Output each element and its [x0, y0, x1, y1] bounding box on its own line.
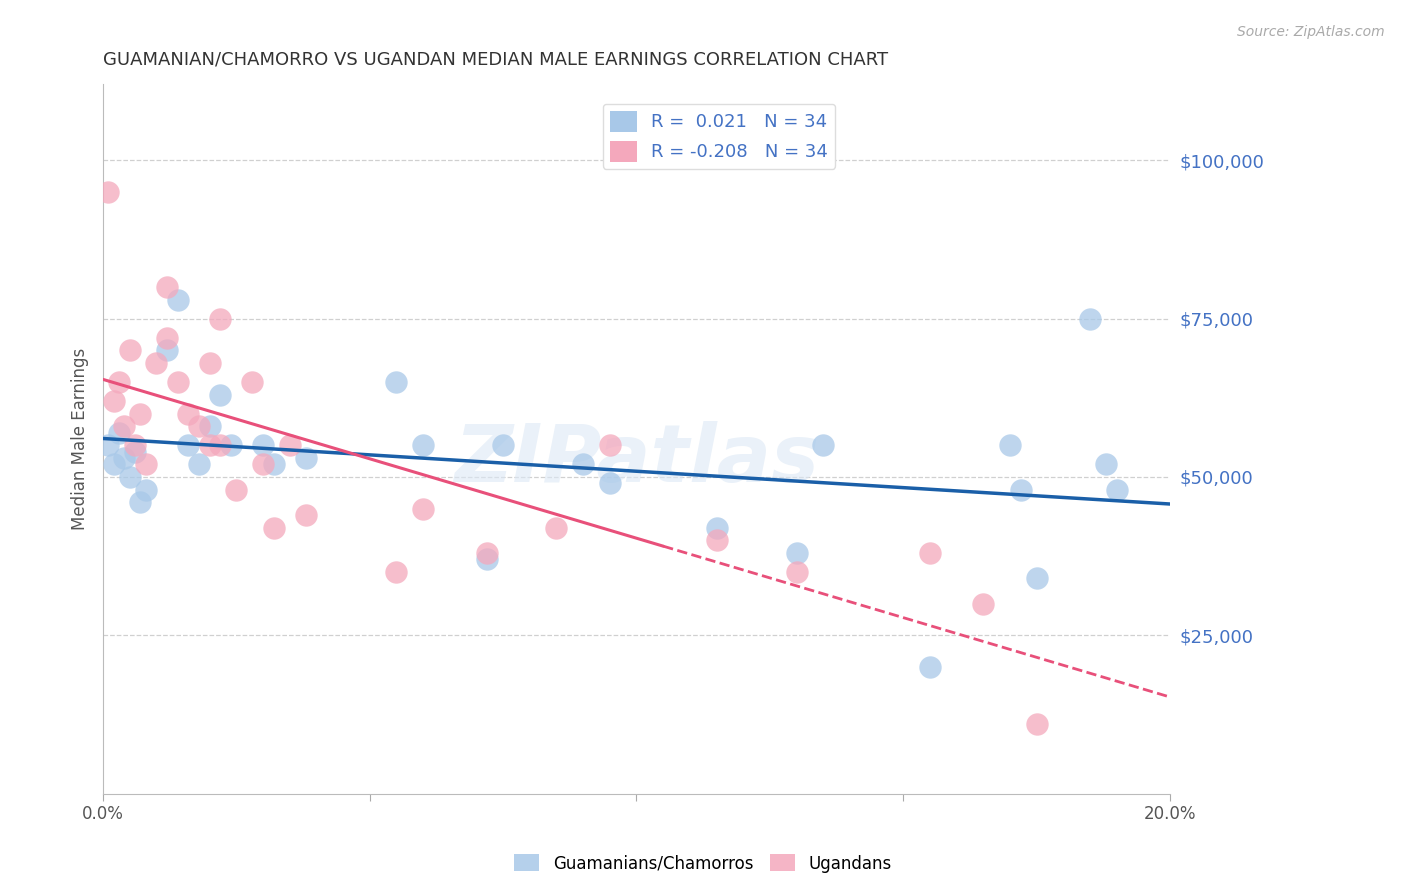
Point	[135, 483, 157, 497]
Point	[198, 419, 221, 434]
Point	[972, 597, 994, 611]
Point	[156, 330, 179, 344]
Point	[998, 438, 1021, 452]
Point	[166, 375, 188, 389]
Point	[177, 438, 200, 452]
Point	[492, 438, 515, 452]
Point	[177, 407, 200, 421]
Point	[156, 280, 179, 294]
Text: ZIPatlas: ZIPatlas	[454, 421, 820, 500]
Legend: Guamanians/Chamorros, Ugandans: Guamanians/Chamorros, Ugandans	[508, 847, 898, 880]
Point	[1105, 483, 1128, 497]
Point	[1025, 717, 1047, 731]
Point	[129, 495, 152, 509]
Point	[412, 501, 434, 516]
Text: GUAMANIAN/CHAMORRO VS UGANDAN MEDIAN MALE EARNINGS CORRELATION CHART: GUAMANIAN/CHAMORRO VS UGANDAN MEDIAN MAL…	[103, 51, 889, 69]
Point	[198, 438, 221, 452]
Point	[97, 438, 120, 452]
Point	[786, 565, 808, 579]
Legend: R =  0.021   N = 34, R = -0.208   N = 34: R = 0.021 N = 34, R = -0.208 N = 34	[603, 103, 835, 169]
Point	[188, 457, 211, 471]
Point	[156, 343, 179, 358]
Point	[599, 476, 621, 491]
Point	[475, 546, 498, 560]
Point	[385, 565, 408, 579]
Text: Source: ZipAtlas.com: Source: ZipAtlas.com	[1237, 25, 1385, 39]
Point	[209, 311, 232, 326]
Point	[1010, 483, 1032, 497]
Point	[108, 375, 131, 389]
Point	[114, 450, 136, 465]
Point	[114, 419, 136, 434]
Point	[1025, 571, 1047, 585]
Point	[412, 438, 434, 452]
Point	[103, 457, 125, 471]
Point	[219, 438, 242, 452]
Point	[572, 457, 595, 471]
Point	[188, 419, 211, 434]
Point	[475, 552, 498, 566]
Point	[209, 387, 232, 401]
Point	[263, 457, 285, 471]
Point	[225, 483, 247, 497]
Point	[295, 508, 318, 522]
Point	[706, 533, 728, 548]
Point	[706, 520, 728, 534]
Point	[918, 546, 941, 560]
Point	[209, 438, 232, 452]
Point	[252, 457, 274, 471]
Point	[166, 293, 188, 307]
Point	[252, 438, 274, 452]
Point	[103, 393, 125, 408]
Point	[295, 450, 318, 465]
Point	[124, 444, 146, 458]
Point	[145, 356, 167, 370]
Point	[242, 375, 264, 389]
Y-axis label: Median Male Earnings: Median Male Earnings	[72, 348, 89, 530]
Point	[546, 520, 568, 534]
Point	[786, 546, 808, 560]
Point	[118, 343, 141, 358]
Point	[129, 407, 152, 421]
Point	[599, 438, 621, 452]
Point	[198, 356, 221, 370]
Point	[918, 660, 941, 674]
Point	[811, 438, 834, 452]
Point	[385, 375, 408, 389]
Point	[118, 470, 141, 484]
Point	[278, 438, 301, 452]
Point	[97, 185, 120, 199]
Point	[1078, 311, 1101, 326]
Point	[263, 520, 285, 534]
Point	[135, 457, 157, 471]
Point	[108, 425, 131, 440]
Point	[1095, 457, 1118, 471]
Point	[124, 438, 146, 452]
